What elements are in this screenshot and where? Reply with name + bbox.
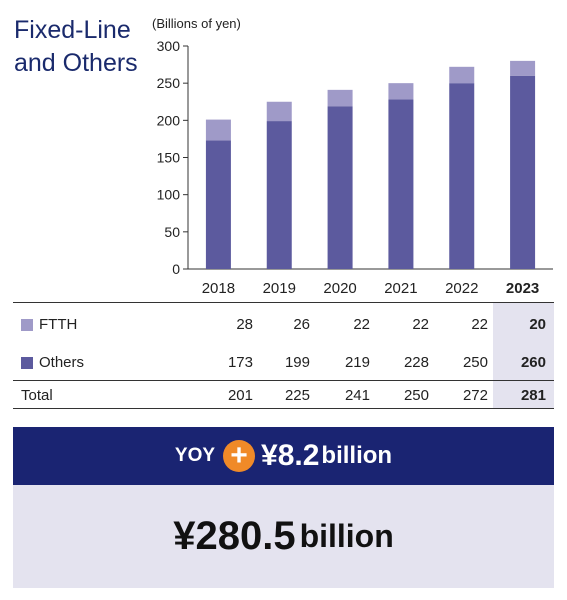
yoy-unit: billion — [321, 442, 393, 469]
yoy-amount: ¥8.2 — [261, 439, 320, 472]
table-row-total: Total 201 225 241 250 272 281 — [13, 381, 554, 411]
table-cell: 219 — [344, 354, 370, 371]
table-row-others: Others 173 199 219 228 250 260 — [13, 348, 554, 378]
total-box: ¥280.5 billion — [13, 485, 554, 588]
table-cell: 199 — [284, 354, 310, 371]
table-cell: 272 — [462, 387, 488, 404]
y-tick-label: 0 — [172, 261, 180, 277]
table-cell: 228 — [403, 354, 429, 371]
table-total-rule — [13, 380, 554, 381]
bar-chart: 0 50 100 150 200 250 300 2018 2019 2020 2021 2022 20… — [157, 38, 553, 297]
ftth-swatch — [21, 318, 33, 331]
x-tick-label: 2019 — [263, 280, 296, 297]
chart-title: Fixed-Line and Others — [14, 16, 138, 77]
bar-others-2019 — [266, 121, 292, 270]
x-tick-label: 2020 — [323, 280, 356, 297]
x-tick-label: 2022 — [445, 280, 478, 297]
unit-label: (Billions of yen) — [152, 16, 241, 31]
table-cell: 260 — [520, 354, 546, 371]
total-unit: billion — [299, 518, 394, 554]
table-bottom-rule — [13, 408, 554, 409]
y-tick-label: 150 — [157, 150, 181, 166]
bar-ftth-2019 — [266, 101, 292, 122]
plus-icon: + — [223, 440, 256, 472]
bar-ftth-2018 — [205, 119, 231, 141]
y-tick-label: 300 — [157, 38, 181, 54]
table-cell: 250 — [462, 354, 488, 371]
bar-ftth-2023 — [510, 60, 536, 76]
bar-ftth-2022 — [449, 66, 475, 84]
table-top-rule — [13, 302, 554, 303]
yoy-label: YOY — [174, 445, 216, 466]
x-tick-label: 2021 — [384, 280, 417, 297]
table-cell: 241 — [344, 387, 370, 404]
x-tick-label: 2018 — [202, 280, 235, 297]
table-cell: 250 — [403, 387, 429, 404]
table-cell: 28 — [236, 316, 253, 333]
y-tick-label: 250 — [157, 75, 181, 91]
row-label: Others — [39, 354, 85, 371]
bar-ftth-2021 — [388, 83, 414, 100]
row-label: Total — [21, 387, 53, 404]
table-cell: 22 — [412, 316, 429, 333]
y-tick-label: 100 — [157, 187, 181, 203]
table-cell: 22 — [353, 316, 370, 333]
highlight-2023-column — [493, 302, 554, 409]
table-cell: 201 — [227, 387, 253, 404]
table-cell: 281 — [520, 387, 546, 404]
row-label: FTTH — [39, 316, 78, 333]
bar-others-2023 — [510, 75, 536, 269]
bar-ftth-2020 — [327, 89, 353, 107]
bar-others-2021 — [388, 99, 414, 270]
y-tick-label: 50 — [164, 224, 180, 240]
bar-others-2018 — [205, 140, 231, 269]
table-cell: 20 — [529, 316, 546, 333]
table-cell: 26 — [293, 316, 310, 333]
table-cell: 225 — [284, 387, 310, 404]
table-cell: 173 — [227, 354, 253, 371]
x-tick-label: 2023 — [506, 280, 539, 297]
others-swatch — [21, 356, 33, 369]
table-cell: 22 — [471, 316, 488, 333]
bar-others-2020 — [327, 106, 353, 270]
yoy-banner: YOY + ¥8.2 billion — [13, 427, 554, 485]
table-row-ftth: FTTH 28 26 22 22 22 20 — [13, 310, 554, 340]
bar-others-2022 — [449, 83, 475, 270]
total-amount: ¥280.5 — [173, 514, 296, 558]
y-tick-label: 200 — [157, 112, 181, 128]
